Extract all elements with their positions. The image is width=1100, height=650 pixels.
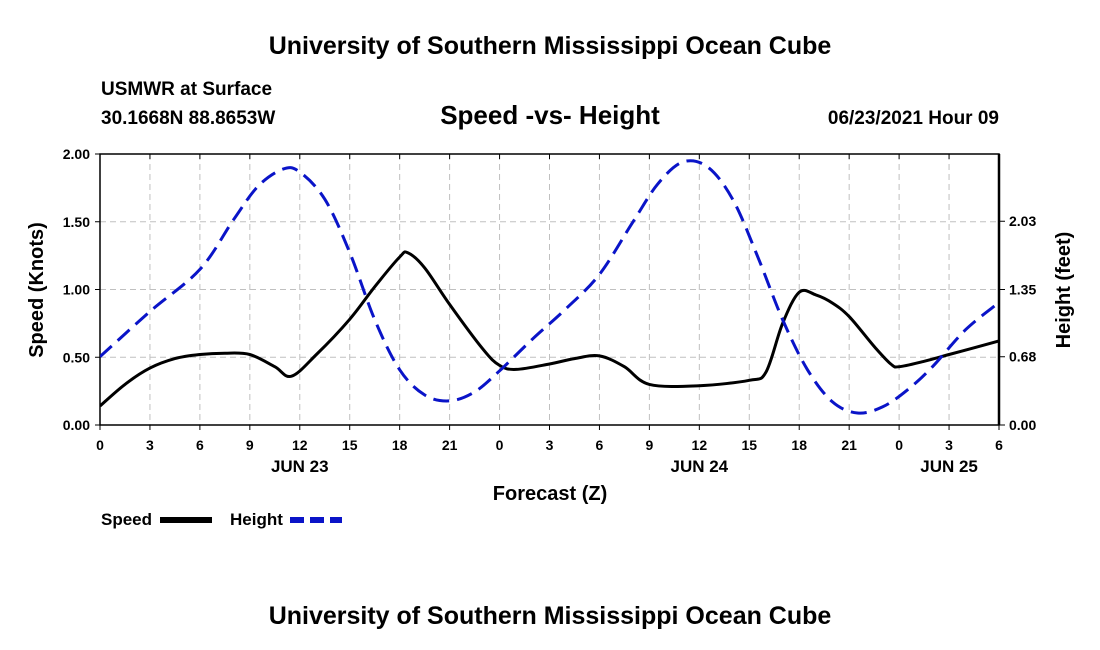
x-tick-label: 0 xyxy=(895,437,903,453)
right-axis-title: Height (feet) xyxy=(1053,232,1075,349)
x-tick-label: 6 xyxy=(995,437,1003,453)
date-label: JUN 23 xyxy=(271,457,329,476)
left-tick-label: 0.00 xyxy=(63,417,90,433)
coordinates-label: 30.1668N 88.8653W xyxy=(101,108,275,129)
left-tick-label: 1.50 xyxy=(63,214,90,230)
grid-layer xyxy=(100,154,999,425)
x-tick-label: 15 xyxy=(741,437,757,453)
x-tick-label: 9 xyxy=(246,437,254,453)
left-tick-label: 0.50 xyxy=(63,349,90,365)
date-label: JUN 25 xyxy=(920,457,978,476)
x-tick-label: 9 xyxy=(645,437,653,453)
x-tick-label: 21 xyxy=(442,437,458,453)
station-label: USMWR at Surface xyxy=(101,79,272,100)
x-tick-label: 3 xyxy=(146,437,154,453)
x-tick-label: 12 xyxy=(692,437,708,453)
chart-title: Speed -vs- Height xyxy=(440,100,660,130)
top-title: University of Southern Mississippi Ocean… xyxy=(269,32,832,60)
x-tick-label: 3 xyxy=(945,437,953,453)
legend-speed-label: Speed xyxy=(101,510,152,529)
x-tick-label: 21 xyxy=(841,437,857,453)
left-tick-label: 1.00 xyxy=(63,282,90,298)
right-tick-label: 0.00 xyxy=(1009,417,1036,433)
date-label: JUN 24 xyxy=(671,457,729,476)
legend-height-label: Height xyxy=(230,510,283,529)
x-tick-label: 0 xyxy=(96,437,104,453)
tick-layer: 0 3 6 9 12 15 18 21 0 3 6 9 12 15 18 21 0 3 6 0.00 0.50 1.00 1… xyxy=(63,146,1037,476)
x-tick-label: 12 xyxy=(292,437,308,453)
series-line-height xyxy=(100,159,999,415)
right-tick-label: 1.35 xyxy=(1009,282,1036,298)
right-tick-label: 0.68 xyxy=(1009,349,1036,365)
x-tick-label: 3 xyxy=(546,437,554,453)
x-tick-label: 18 xyxy=(392,437,408,453)
datetime-label: 06/23/2021 Hour 09 xyxy=(828,108,999,129)
legend: Speed Height xyxy=(101,510,342,529)
left-axis-title: Speed (Knots) xyxy=(26,222,48,358)
bottom-title: University of Southern Mississippi Ocean… xyxy=(269,602,832,630)
right-tick-label: 2.03 xyxy=(1009,213,1036,229)
x-tick-label: 6 xyxy=(596,437,604,453)
left-tick-label: 2.00 xyxy=(63,146,90,162)
x-tick-label: 0 xyxy=(496,437,504,453)
x-tick-label: 15 xyxy=(342,437,358,453)
series-line-speed xyxy=(100,250,999,408)
x-tick-label: 18 xyxy=(791,437,807,453)
x-axis-title: Forecast (Z) xyxy=(493,483,607,505)
x-tick-label: 6 xyxy=(196,437,204,453)
series-layer xyxy=(100,159,999,415)
